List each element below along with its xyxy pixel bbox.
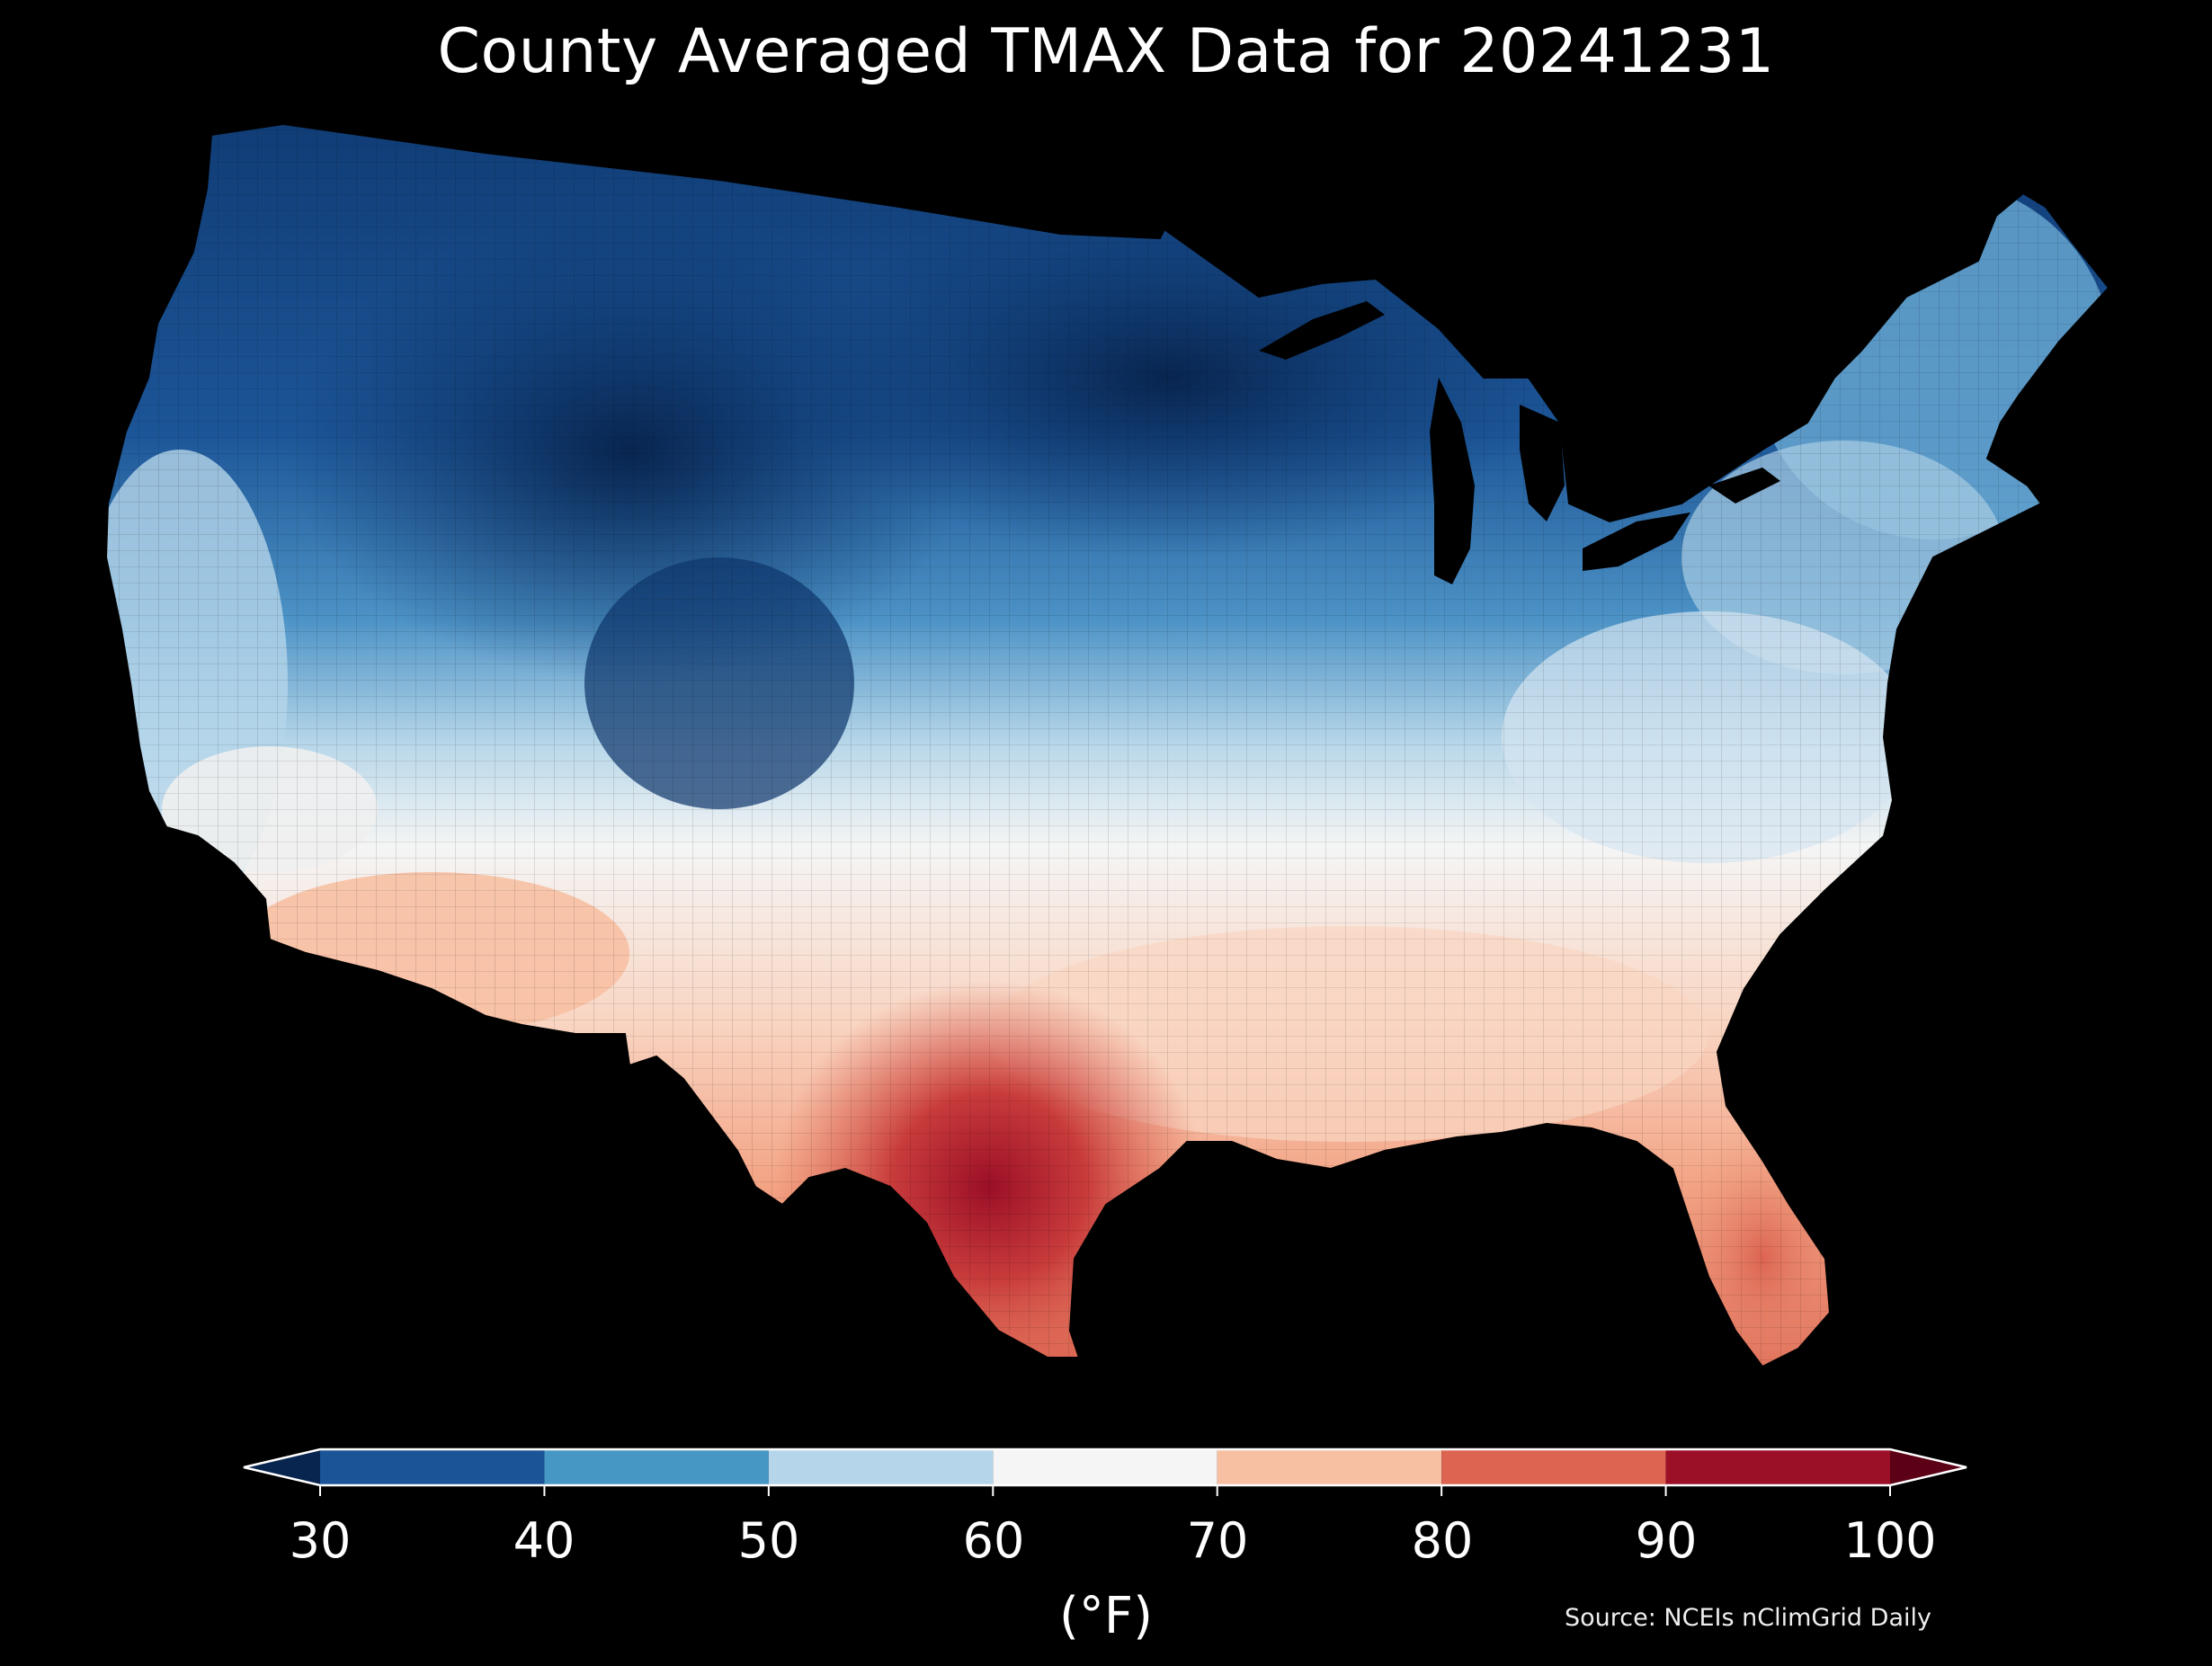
great-lakes (1259, 301, 1780, 584)
colorbar-tick-90: 90 (1635, 1512, 1698, 1569)
colorbar-tick-100: 100 (1843, 1512, 1937, 1569)
colorbar-unit-label: (°F) (1059, 1587, 1153, 1645)
colorbar-tick-30: 30 (289, 1512, 352, 1569)
colorbar-tick-70: 70 (1186, 1512, 1249, 1569)
colorbar-bin-50-60 (768, 1449, 994, 1485)
colorbar-bin-40-50 (544, 1449, 769, 1485)
colorbar-extend-low (244, 1449, 320, 1485)
colorbar-tick-50: 50 (737, 1512, 800, 1569)
source-credit: Source: NCEIs nClimGrid Daily (1565, 1604, 1931, 1632)
colorbar-bin-60-70 (993, 1449, 1217, 1485)
colorbar-tick-60: 60 (962, 1512, 1025, 1569)
colorbar-extend-high (1890, 1449, 1967, 1485)
colorbar-bin-70-80 (1217, 1449, 1442, 1485)
colorbar-tick-80: 80 (1411, 1512, 1474, 1569)
colorbar-bin-80-90 (1441, 1449, 1666, 1485)
colorbar-tick-40: 40 (513, 1512, 575, 1569)
colorbar-bin-30-40 (320, 1449, 545, 1485)
map-title: County Averaged TMAX Data for 20241231 (437, 16, 1775, 87)
colorbar-bin-90-100 (1665, 1449, 1890, 1485)
